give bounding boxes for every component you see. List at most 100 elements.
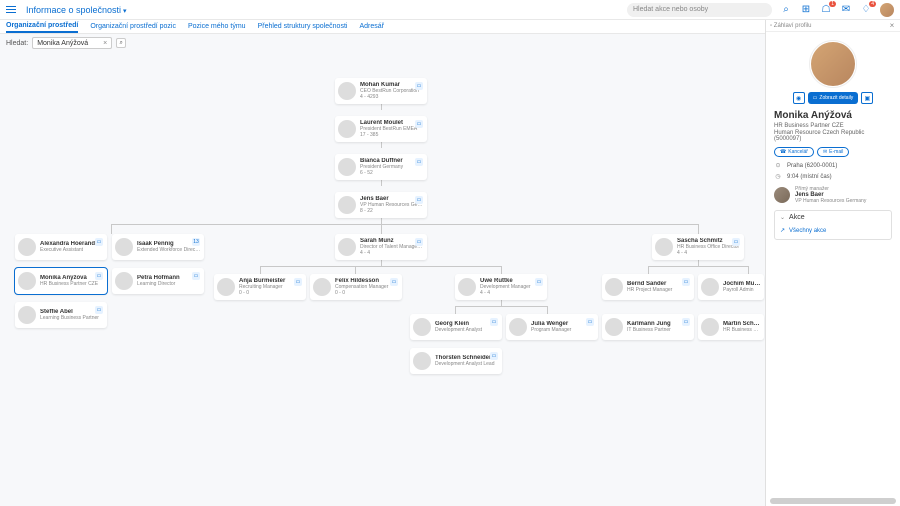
menu-icon[interactable] <box>6 3 20 17</box>
card-action-icon[interactable]: ▭ <box>682 318 690 326</box>
actions-section-header[interactable]: Akce <box>775 211 891 224</box>
card-action-icon[interactable]: ▭ <box>732 238 740 246</box>
global-search-input[interactable]: Hledat akce nebo osoby <box>627 3 772 17</box>
card-jochim[interactable]: Jochim MuhlfeldPayroll Admin <box>698 274 764 300</box>
location-row: ⊙Praha (6200-0001) <box>774 162 892 169</box>
card-count-chip[interactable]: 13 <box>192 238 200 246</box>
card-action-icon[interactable]: ▭ <box>490 318 498 326</box>
card-anja[interactable]: Anja BurmeisterRecruiting Manager0 - 0 ▭ <box>214 274 306 300</box>
local-search-label: Hledat: <box>6 40 28 47</box>
card-sarah[interactable]: Sarah MunzDirector of Talent Managem...4… <box>335 234 427 260</box>
tab-company-structure[interactable]: Přehled struktury společnosti <box>258 21 348 32</box>
card-mohan[interactable]: Mohan KumarCEO BestRun Corporation4 - 42… <box>335 78 427 104</box>
manager-row[interactable]: Přímý manažer Jens Baer VP Human Resourc… <box>774 186 892 204</box>
card-action-icon[interactable]: ▭ <box>490 352 498 360</box>
scrollbar-hint[interactable] <box>770 498 896 504</box>
close-panel-icon[interactable]: × <box>888 22 896 30</box>
avatar <box>605 318 623 336</box>
card-action-icon[interactable]: ▭ <box>95 272 103 280</box>
card-bernd[interactable]: Bernd SanderHR Project Manager ▭ <box>602 274 694 300</box>
avatar <box>701 318 719 336</box>
avatar <box>217 278 235 296</box>
card-petra[interactable]: Petra HofmannLearning Director ▭ <box>112 268 204 294</box>
card-action-icon[interactable]: ▭ <box>682 278 690 286</box>
card-uwe[interactable]: Uwe RuttkeDevelopment Manager4 - 4 ▭ <box>455 274 547 300</box>
card-jens[interactable]: Jens BaerVP Human Resources Germ...8 - 2… <box>335 192 427 218</box>
avatar <box>115 272 133 290</box>
profile-title: HR Business Partner CZE <box>774 123 892 129</box>
user-avatar[interactable] <box>880 3 894 17</box>
avatar <box>115 238 133 256</box>
card-karlmann[interactable]: Karlmann JungIT Business Partner ▭ <box>602 314 694 340</box>
card-laurent[interactable]: Laurent MouletPresident BestRun EMEA17 -… <box>335 116 427 142</box>
avatar <box>605 278 623 296</box>
badge-1: 1 <box>829 1 836 7</box>
card-steffie[interactable]: Steffie AbelLearning Business Partner ▭ <box>15 302 107 328</box>
avatar <box>655 238 673 256</box>
tab-org-chart[interactable]: Organizační prostředí <box>6 20 78 33</box>
avatar <box>18 272 36 290</box>
card-monika[interactable]: Monika AnýžováHR Business Partner CZE ▭ <box>15 268 107 294</box>
avatar <box>458 278 476 296</box>
card-julia[interactable]: Julia WengerProgram Manager ▭ <box>506 314 598 340</box>
card-action-icon[interactable]: ▭ <box>415 120 423 128</box>
card-action-icon[interactable]: ▭ <box>415 82 423 90</box>
profile-icon-button[interactable]: ▣ <box>861 92 873 104</box>
search-icon[interactable]: ⌕ <box>780 4 792 16</box>
actions-section: Akce ↗Všechny akce <box>774 210 892 240</box>
office-chip[interactable]: ☎ Kancelář <box>774 147 814 157</box>
local-search-value: Monika Anýžová <box>37 40 88 47</box>
card-action-icon[interactable]: ▭ <box>415 238 423 246</box>
card-action-icon[interactable]: ▭ <box>294 278 302 286</box>
panel-header-alt: ▫ Záhlaví profilu <box>770 23 811 29</box>
avatar <box>338 82 356 100</box>
avatar <box>413 352 431 370</box>
card-action-icon[interactable]: ▭ <box>95 306 103 314</box>
avatar <box>338 120 356 138</box>
avatar <box>338 238 356 256</box>
card-martin[interactable]: Martin SchulzHR Business Partner <box>698 314 764 340</box>
card-action-icon[interactable]: ▭ <box>95 238 103 246</box>
avatar <box>413 318 431 336</box>
bookmark-icon[interactable]: ☖1 <box>820 4 832 16</box>
tab-my-team[interactable]: Pozice mého týmu <box>188 21 246 32</box>
avatar <box>701 278 719 296</box>
card-action-icon[interactable]: ▭ <box>415 158 423 166</box>
profile-dept: Human Resource Czech Republic (5000097) <box>774 130 892 142</box>
org-icon[interactable]: ⊞ <box>800 4 812 16</box>
time-row: ◷9:04 (místní čas) <box>774 173 892 180</box>
card-thorsten[interactable]: Thorsten SchneiderDevelopment Analyst Le… <box>410 348 502 374</box>
avatar <box>338 196 356 214</box>
card-action-icon[interactable]: ▭ <box>586 318 594 326</box>
bell-icon[interactable]: ♢4 <box>860 4 872 16</box>
company-dropdown[interactable]: Informace o společnosti <box>26 5 127 15</box>
profile-name: Monika Anýžová <box>774 110 892 121</box>
org-chart-canvas[interactable]: Mohan KumarCEO BestRun Corporation4 - 42… <box>0 52 765 506</box>
profile-avatar <box>811 42 855 86</box>
card-alexandra[interactable]: Alexandra HoerandelExecutive Assistant ▭ <box>15 234 107 260</box>
all-actions-link[interactable]: ↗Všechny akce <box>775 224 891 239</box>
card-sascha[interactable]: Sascha SchmitzHR Business Office Directo… <box>652 234 744 260</box>
tab-org-positions[interactable]: Organizační prostředí pozic <box>90 21 176 32</box>
location-icon: ⊙ <box>774 162 782 169</box>
clock-icon: ◷ <box>774 173 782 180</box>
card-isaak[interactable]: Isaak PennigExtended Workforce Director … <box>112 234 204 260</box>
local-search-button[interactable]: ⌕ <box>116 38 126 48</box>
card-bianca[interactable]: Bianca DuffnerPresident Germany6 - 52 ▭ <box>335 154 427 180</box>
card-action-icon[interactable]: ▭ <box>390 278 398 286</box>
card-action-icon[interactable]: ▭ <box>192 272 200 280</box>
card-action-icon[interactable]: ▭ <box>415 196 423 204</box>
local-search-input[interactable]: Monika Anýžová × <box>32 37 112 49</box>
card-felix[interactable]: Felix HildessonCompensation Manager0 - 0… <box>310 274 402 300</box>
email-chip[interactable]: ✉ E-mail <box>817 147 849 157</box>
avatar <box>509 318 527 336</box>
card-georg[interactable]: Georg KleinDevelopment Analyst ▭ <box>410 314 502 340</box>
clear-search-icon[interactable]: × <box>103 40 107 47</box>
camera-icon[interactable]: ◉ <box>793 92 805 104</box>
card-action-icon[interactable]: ▭ <box>535 278 543 286</box>
show-details-button[interactable]: ▭ Zobrazit detaily <box>808 92 859 104</box>
tab-directory[interactable]: Adresář <box>359 21 384 32</box>
avatar <box>18 306 36 324</box>
chat-icon[interactable]: ✉ <box>840 4 852 16</box>
avatar <box>18 238 36 256</box>
